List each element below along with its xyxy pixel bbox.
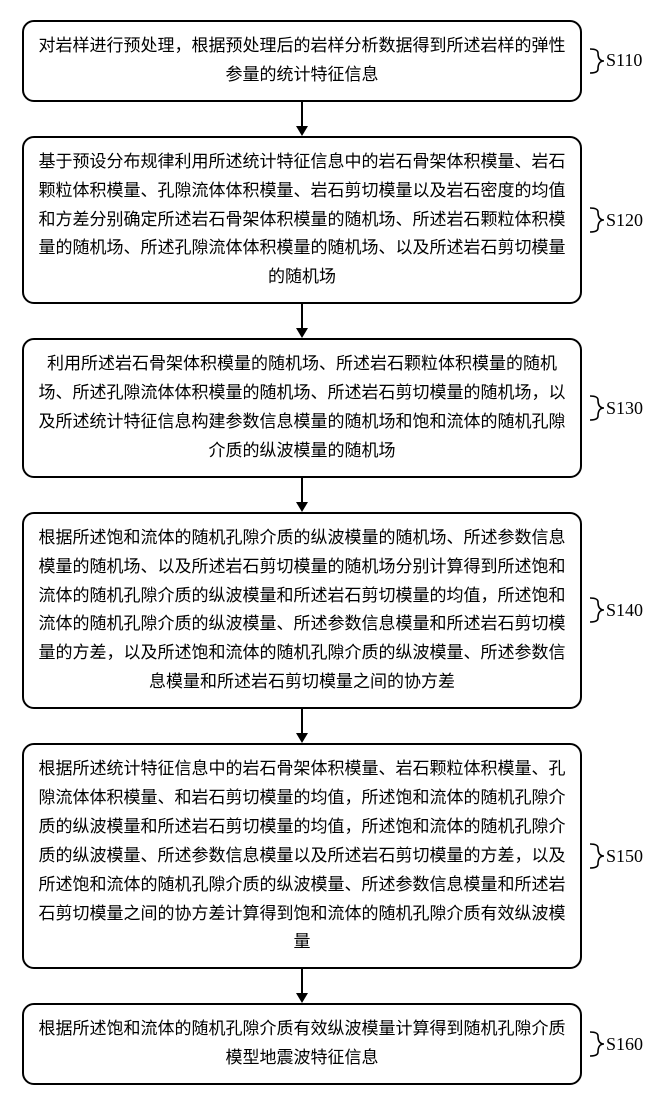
flow-arrow	[10, 478, 654, 512]
flow-step-box: 基于预设分布规律利用所述统计特征信息中的岩石骨架体积模量、岩石颗粒体积模量、孔隙…	[22, 136, 582, 304]
step-id-label: S140	[606, 600, 643, 621]
step-label-group: S130	[588, 394, 643, 422]
brace-icon	[588, 206, 606, 234]
brace-icon	[588, 596, 606, 624]
flow-arrow	[10, 304, 654, 338]
flow-row: 根据所述饱和流体的随机孔隙介质有效纵波模量计算得到随机孔隙介质模型地震波特征信息…	[10, 1003, 654, 1085]
step-id-label: S110	[606, 50, 642, 71]
flow-row: 根据所述饱和流体的随机孔隙介质的纵波模量的随机场、所述参数信息模量的随机场、以及…	[10, 512, 654, 709]
flow-arrow	[10, 969, 654, 1003]
flow-step-box: 根据所述饱和流体的随机孔隙介质的纵波模量的随机场、所述参数信息模量的随机场、以及…	[22, 512, 582, 709]
flow-arrow	[10, 102, 654, 136]
step-label-group: S110	[588, 47, 642, 75]
step-label-group: S120	[588, 206, 643, 234]
flow-step-box: 对岩样进行预处理，根据预处理后的岩样分析数据得到所述岩样的弹性参量的统计特征信息	[22, 20, 582, 102]
brace-icon	[588, 394, 606, 422]
step-id-label: S160	[606, 1034, 643, 1055]
step-label-group: S140	[588, 596, 643, 624]
flow-row: 基于预设分布规律利用所述统计特征信息中的岩石骨架体积模量、岩石颗粒体积模量、孔隙…	[10, 136, 654, 304]
step-id-label: S120	[606, 210, 643, 231]
flowchart-container: 对岩样进行预处理，根据预处理后的岩样分析数据得到所述岩样的弹性参量的统计特征信息…	[0, 0, 664, 1105]
flow-step-box: 根据所述饱和流体的随机孔隙介质有效纵波模量计算得到随机孔隙介质模型地震波特征信息	[22, 1003, 582, 1085]
brace-icon	[588, 1030, 606, 1058]
brace-icon	[588, 842, 606, 870]
flow-row: 对岩样进行预处理，根据预处理后的岩样分析数据得到所述岩样的弹性参量的统计特征信息…	[10, 20, 654, 102]
step-id-label: S150	[606, 846, 643, 867]
step-label-group: S160	[588, 1030, 643, 1058]
flow-step-box: 利用所述岩石骨架体积模量的随机场、所述岩石颗粒体积模量的随机场、所述孔隙流体体积…	[22, 338, 582, 478]
step-id-label: S130	[606, 398, 643, 419]
step-label-group: S150	[588, 842, 643, 870]
flow-row: 利用所述岩石骨架体积模量的随机场、所述岩石颗粒体积模量的随机场、所述孔隙流体体积…	[10, 338, 654, 478]
brace-icon	[588, 47, 606, 75]
flow-step-box: 根据所述统计特征信息中的岩石骨架体积模量、岩石颗粒体积模量、孔隙流体体积模量、和…	[22, 743, 582, 969]
flow-row: 根据所述统计特征信息中的岩石骨架体积模量、岩石颗粒体积模量、孔隙流体体积模量、和…	[10, 743, 654, 969]
flow-arrow	[10, 709, 654, 743]
